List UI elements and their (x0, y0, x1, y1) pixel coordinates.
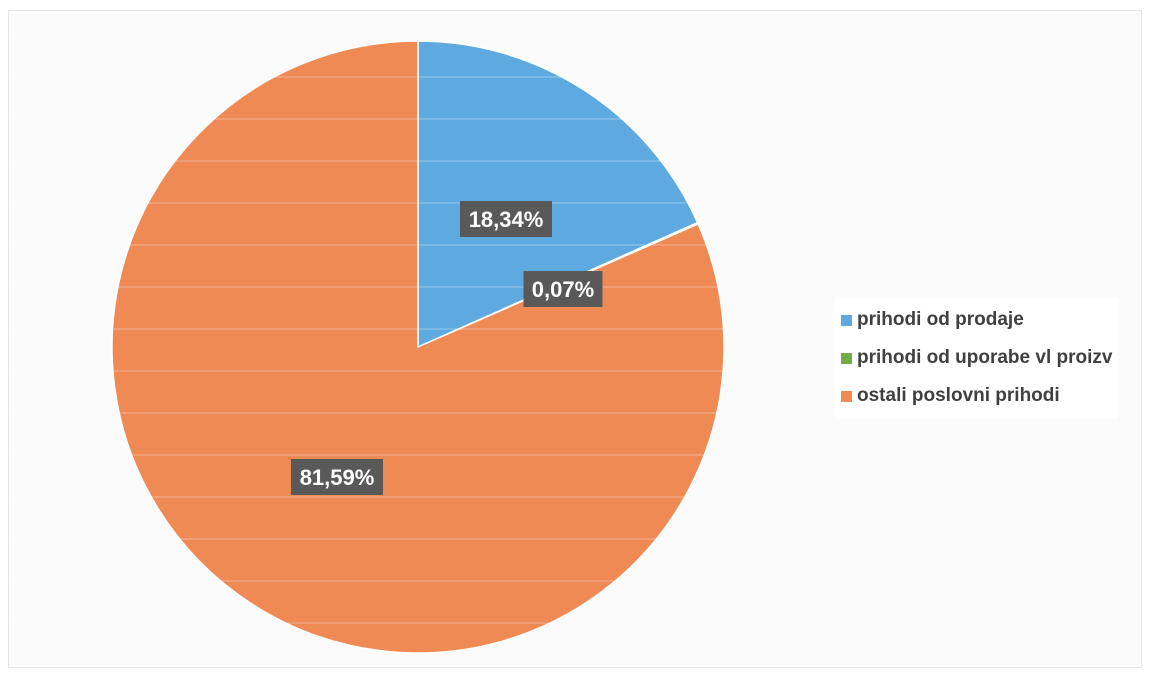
data-label-text: 0,07% (532, 277, 594, 302)
legend-swatch (841, 314, 852, 326)
data-label-box (291, 459, 383, 495)
legend-item-ostali-poslovni-prihodi: ostali poslovni prihodi (841, 377, 1112, 415)
legend-item-prihodi-od-prodaje: prihodi od prodaje (841, 301, 1112, 339)
data-label-box (523, 271, 603, 307)
pie-chart: 18,34% 0,07% 81,59% (9, 34, 1143, 666)
pie-slice-2 (111, 40, 725, 654)
data-label-box (460, 201, 552, 237)
pie-slice-0 (417, 40, 699, 349)
chart-area: 18,34% 0,07% 81,59% prihodi od prodaje pri… (8, 10, 1143, 668)
data-label-1: 0,07% (523, 271, 603, 307)
legend: prihodi od prodaje prihodi od uporabe vl… (835, 297, 1119, 419)
legend-label: ostali poslovni prihodi (857, 385, 1060, 406)
legend-label: prihodi od uporabe vl proizv (857, 347, 1113, 368)
data-label-2: 81,59% (291, 459, 383, 495)
legend-label: prihodi od prodaje (857, 309, 1024, 330)
legend-swatch (841, 390, 852, 402)
legend-item-prihodi-od-uporabe: prihodi od uporabe vl proizv (841, 339, 1112, 377)
data-label-0: 18,34% (460, 201, 552, 237)
data-label-text: 18,34% (469, 207, 544, 232)
data-label-text: 81,59% (300, 465, 375, 490)
legend-swatch (841, 352, 852, 364)
